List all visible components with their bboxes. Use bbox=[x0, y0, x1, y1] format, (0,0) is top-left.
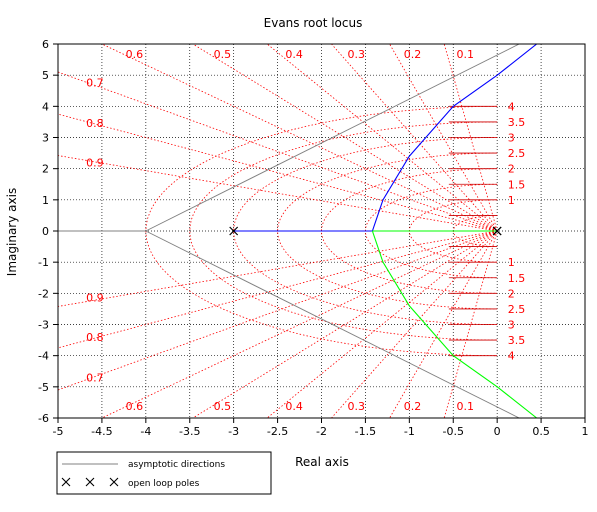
frequency-label: 3 bbox=[508, 132, 515, 145]
y-tick-label: 1 bbox=[42, 194, 49, 207]
frequency-arc bbox=[189, 121, 498, 341]
y-tick-label: -6 bbox=[38, 412, 49, 425]
damping-ray bbox=[330, 230, 498, 418]
damping-label: 0.7 bbox=[86, 372, 104, 385]
legend-pole-label: open loop poles bbox=[128, 479, 200, 489]
y-tick-label: -1 bbox=[38, 256, 49, 269]
y-tick-label: -2 bbox=[38, 287, 49, 300]
frequency-label: 2 bbox=[508, 287, 515, 300]
open-loop-pole bbox=[229, 226, 239, 236]
frequency-label: 1.5 bbox=[508, 272, 526, 285]
y-tick-label: 6 bbox=[42, 38, 49, 51]
frequency-arc bbox=[321, 168, 498, 294]
legend: asymptotic directions open loop poles bbox=[56, 451, 272, 495]
chart-title: Evans root locus bbox=[264, 16, 363, 30]
frequency-label: 3.5 bbox=[508, 334, 526, 347]
y-tick-label: 5 bbox=[42, 69, 49, 82]
x-tick-label: -4 bbox=[140, 425, 151, 438]
y-tick-label: -4 bbox=[38, 350, 49, 363]
damping-label: 0.6 bbox=[126, 48, 144, 61]
x-axis-label: Real axis bbox=[295, 455, 349, 469]
locus-branch bbox=[371, 44, 538, 232]
damping-label: 0.8 bbox=[86, 117, 104, 130]
damping-ray bbox=[330, 44, 498, 232]
asymptote-line bbox=[145, 230, 520, 418]
legend-box bbox=[56, 451, 272, 495]
damping-ray bbox=[100, 44, 498, 232]
damping-label: 0.3 bbox=[347, 400, 365, 413]
y-tick-label: 2 bbox=[42, 163, 49, 176]
damping-label: 0.3 bbox=[347, 48, 365, 61]
x-tick-label: -4.5 bbox=[91, 425, 112, 438]
x-tick-label: 0.5 bbox=[532, 425, 550, 438]
legend-pole-swatch bbox=[61, 477, 119, 487]
damping-ray bbox=[192, 230, 498, 418]
locus-branch bbox=[371, 230, 538, 418]
damping-label: 0.1 bbox=[457, 48, 475, 61]
frequency-label: 3.5 bbox=[508, 116, 526, 129]
damping-ray bbox=[192, 44, 498, 232]
y-tick-label: -3 bbox=[38, 319, 49, 332]
damping-ray bbox=[389, 230, 498, 418]
frequency-label: 2 bbox=[508, 163, 515, 176]
damping-label: 0.6 bbox=[126, 400, 144, 413]
damping-label: 0.5 bbox=[214, 400, 232, 413]
x-tick-label: -1 bbox=[404, 425, 415, 438]
damping-ray bbox=[389, 44, 498, 232]
frequency-arc bbox=[145, 105, 498, 357]
y-axis-label: Imaginary axis bbox=[5, 188, 19, 276]
x-tick-label: -5 bbox=[53, 425, 64, 438]
damping-label: 0.9 bbox=[86, 157, 104, 170]
locus-branches bbox=[58, 44, 538, 418]
damping-ray bbox=[58, 113, 498, 232]
frequency-label: 4 bbox=[508, 350, 515, 363]
damping-ray bbox=[100, 230, 498, 418]
damping-label: 0.9 bbox=[86, 291, 104, 304]
damping-ray bbox=[58, 230, 498, 349]
damping-label: 0.2 bbox=[404, 400, 422, 413]
frequency-label: 1 bbox=[508, 256, 515, 269]
damping-label: 0.2 bbox=[404, 48, 422, 61]
damping-label: 0.8 bbox=[86, 331, 104, 344]
y-tick-label: 4 bbox=[42, 100, 49, 113]
x-tick-label: -3.5 bbox=[179, 425, 200, 438]
damping-label: 0.1 bbox=[457, 400, 475, 413]
asymptote-line bbox=[145, 44, 520, 232]
legend-asymptote-label: asymptotic directions bbox=[128, 460, 225, 470]
x-tick-label: -2 bbox=[316, 425, 327, 438]
frequency-label: 1 bbox=[508, 194, 515, 207]
y-tick-label: 0 bbox=[42, 225, 49, 238]
damping-label: 0.4 bbox=[285, 48, 303, 61]
frequency-label: 3 bbox=[508, 319, 515, 332]
x-tick-label: 1 bbox=[582, 425, 589, 438]
frequency-label: 2.5 bbox=[508, 147, 526, 160]
damping-ray bbox=[266, 44, 498, 232]
damping-label: 0.7 bbox=[86, 76, 104, 89]
damping-label: 0.5 bbox=[214, 48, 232, 61]
x-tick-label: -1.5 bbox=[355, 425, 376, 438]
y-tick-label: 3 bbox=[42, 132, 49, 145]
frequency-label: 1.5 bbox=[508, 178, 526, 191]
frequency-label: 2.5 bbox=[508, 303, 526, 316]
frequency-label: 4 bbox=[508, 100, 515, 113]
x-tick-label: -0.5 bbox=[443, 425, 464, 438]
y-tick-label: -5 bbox=[38, 381, 49, 394]
damping-label: 0.4 bbox=[285, 400, 303, 413]
x-tick-label: -2.5 bbox=[267, 425, 288, 438]
x-tick-label: -3 bbox=[228, 425, 239, 438]
damping-ray bbox=[58, 71, 498, 232]
open-loop-pole bbox=[492, 226, 502, 236]
x-tick-label: 0 bbox=[494, 425, 501, 438]
